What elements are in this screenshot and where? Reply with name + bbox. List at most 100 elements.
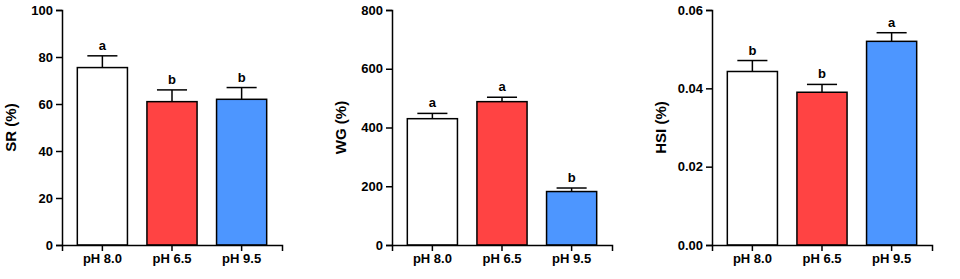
tick-mark xyxy=(102,245,104,251)
error-bar xyxy=(227,88,257,100)
panel: aab0200400600800pH 8.0pH 6.5pH 9.5WG (%) xyxy=(332,3,613,267)
tick: 0.04 xyxy=(678,81,712,96)
tick-mark xyxy=(56,10,62,12)
bar xyxy=(477,102,527,245)
tick-mark xyxy=(706,88,712,90)
tick-label: 0 xyxy=(46,238,53,253)
error-bar-cap xyxy=(557,187,587,189)
tick: 100 xyxy=(31,3,62,18)
tick-label: 0.02 xyxy=(678,159,703,174)
marks xyxy=(407,97,596,245)
bar xyxy=(77,68,127,245)
y-axis-title: HSI (%) xyxy=(652,101,669,154)
y-axis: 0200400600800 xyxy=(361,3,392,253)
panel: bba0.000.020.040.06pH 8.0pH 6.5pH 9.5HSI… xyxy=(652,3,933,267)
tick-label: 20 xyxy=(39,191,53,206)
significance-letter: a xyxy=(888,15,896,30)
tick: pH 8.0 xyxy=(733,245,772,266)
y-axis-title: SR (%) xyxy=(2,103,19,151)
marks xyxy=(727,33,916,245)
tick: 40 xyxy=(39,144,62,159)
bar xyxy=(217,99,267,245)
tick: 400 xyxy=(361,120,392,135)
x-axis: pH 8.0 pH 6.5 pH 9.5 xyxy=(393,245,613,266)
x-axis: pH 8.0 pH 6.5 pH 9.5 xyxy=(713,245,933,266)
axis-line xyxy=(713,246,933,252)
marks xyxy=(77,56,266,245)
error-bar-cap xyxy=(157,89,187,91)
tick-mark xyxy=(56,151,62,153)
axis-line xyxy=(56,11,63,246)
error-bar xyxy=(737,61,767,72)
tick: 0.00 xyxy=(678,238,712,253)
error-bar-cap xyxy=(807,84,837,86)
tick-mark xyxy=(706,166,712,168)
y-axis-title: WG (%) xyxy=(332,101,349,154)
tick-label: 400 xyxy=(361,120,383,135)
error-bar-cap xyxy=(87,55,117,57)
tick: 0.06 xyxy=(678,3,712,18)
tick: pH 9.5 xyxy=(872,245,911,266)
error-bar-stem xyxy=(752,61,754,72)
tick-label: pH 8.0 xyxy=(413,251,452,266)
tick-label: 0.04 xyxy=(678,81,704,96)
figure: a b b 0 20 40 60 80 100 pH 8.0 pH 6.5 pH 9.5 SR (%) a… xyxy=(0,0,960,279)
tick: 0.02 xyxy=(678,159,712,174)
error-bar-stem xyxy=(241,88,243,100)
tick-label: pH 9.5 xyxy=(222,251,261,266)
tick: pH 8.0 xyxy=(413,245,452,266)
bar xyxy=(727,71,777,245)
tick-mark xyxy=(56,245,62,247)
error-bar-stem xyxy=(821,84,823,92)
significance-letter: b xyxy=(568,170,576,185)
error-bar-cap xyxy=(227,87,257,89)
error-bar-cap xyxy=(487,96,517,98)
tick-mark xyxy=(386,245,392,247)
significance-letter: b xyxy=(238,70,246,85)
tick-label: pH 8.0 xyxy=(83,251,122,266)
significance-letter: b xyxy=(818,66,826,81)
axis-line xyxy=(63,246,283,252)
tick-label: 100 xyxy=(31,3,53,18)
significance-letter: a xyxy=(429,95,437,110)
tick-label: pH 9.5 xyxy=(552,251,591,266)
error-bar-stem xyxy=(102,56,104,68)
bar xyxy=(407,119,457,245)
tick-mark xyxy=(706,10,712,12)
bar xyxy=(547,192,597,245)
tick: 0 xyxy=(46,238,62,253)
tick: 20 xyxy=(39,191,62,206)
tick: pH 8.0 xyxy=(83,245,122,266)
tick-mark xyxy=(432,245,434,251)
tick-mark xyxy=(501,245,503,251)
tick: 80 xyxy=(39,50,62,65)
tick: pH 6.5 xyxy=(152,245,191,266)
bar xyxy=(147,102,197,245)
tick-mark xyxy=(386,69,392,71)
error-bar xyxy=(557,188,587,192)
tick-mark xyxy=(171,245,173,251)
tick-label: pH 9.5 xyxy=(872,251,911,266)
tick-mark xyxy=(386,186,392,188)
tick-label: 0 xyxy=(376,238,383,253)
tick: 800 xyxy=(361,3,392,18)
tick-label: 0.06 xyxy=(678,3,703,18)
tick: pH 6.5 xyxy=(482,245,521,266)
tick-label: 60 xyxy=(39,97,53,112)
tick-mark xyxy=(821,245,823,251)
tick: 600 xyxy=(361,61,392,76)
error-bar xyxy=(157,90,187,102)
error-bar xyxy=(807,84,837,92)
x-axis: pH 8.0 pH 6.5 pH 9.5 xyxy=(63,245,283,266)
tick-mark xyxy=(706,245,712,247)
tick-label: 0.00 xyxy=(678,238,703,253)
significance-letter: a xyxy=(99,38,107,53)
y-axis: 0.00 0.02 0.04 0.06 xyxy=(678,3,713,253)
tick: pH 6.5 xyxy=(802,245,841,266)
error-bar-cap xyxy=(877,32,907,34)
error-bar-stem xyxy=(432,113,434,118)
tick-label: 80 xyxy=(39,50,53,65)
error-bar-cap xyxy=(417,113,447,115)
tick: pH 9.5 xyxy=(552,245,591,266)
error-bar xyxy=(417,113,447,118)
